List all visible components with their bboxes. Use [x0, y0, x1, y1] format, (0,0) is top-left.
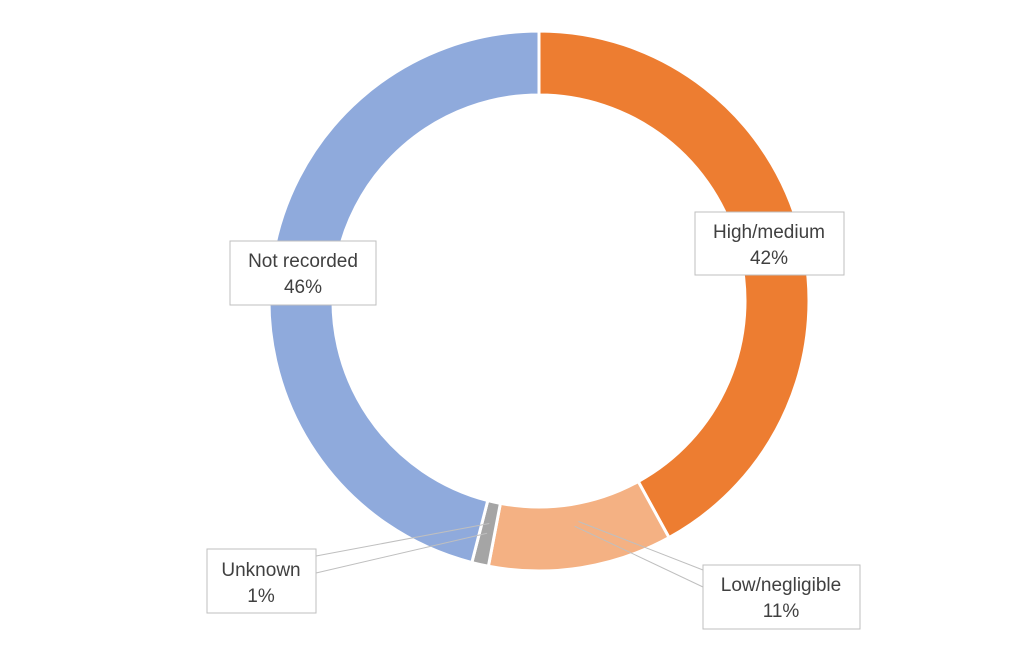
donut-slices [267, 29, 811, 573]
data-label-low-negligible: Low/negligible 11% [702, 564, 861, 630]
label-name-not-recorded: Not recorded [248, 251, 358, 272]
data-label-high-medium: High/medium 42% [694, 211, 845, 276]
label-name-high-medium: High/medium [713, 222, 825, 243]
slice-high-medium [537, 29, 811, 540]
label-name-unknown: Unknown [221, 560, 300, 581]
leader-line-low-negligible [574, 525, 704, 588]
data-label-unknown: Unknown 1% [206, 548, 317, 614]
slice-not-recorded [267, 29, 541, 565]
label-value-high-medium: 42% [750, 248, 788, 269]
leader-line-unknown-2 [315, 523, 490, 557]
leader-line-unknown [315, 532, 488, 574]
leader-line-low-negligible-2 [578, 521, 704, 571]
label-value-low-negligible: 11% [763, 601, 800, 622]
label-value-unknown: 1% [247, 586, 275, 607]
label-name-low-negligible: Low/negligible [721, 575, 841, 596]
leader-lines [315, 521, 704, 588]
data-label-not-recorded: Not recorded 46% [229, 240, 377, 306]
label-value-not-recorded: 46% [284, 277, 322, 298]
